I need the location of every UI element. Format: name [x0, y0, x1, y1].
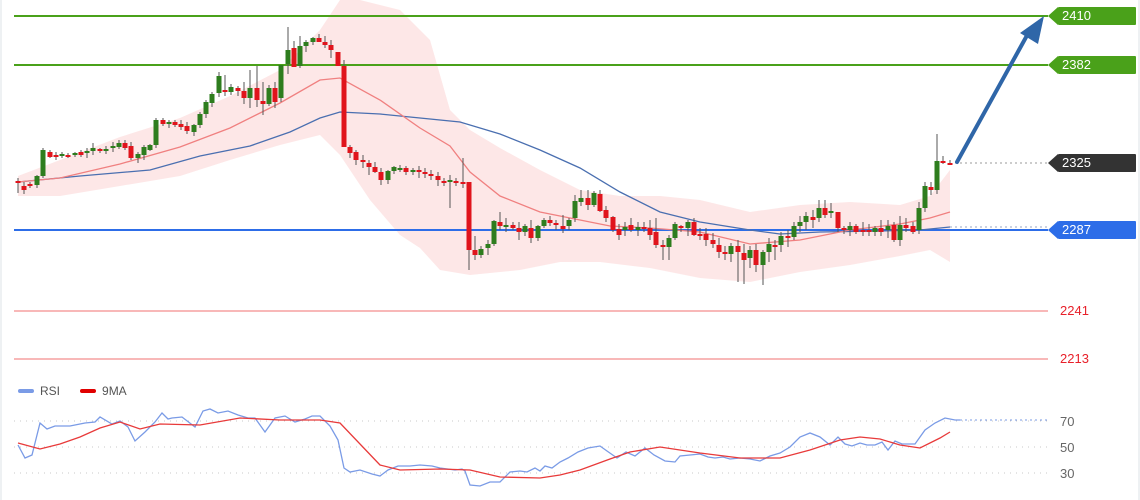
frame-border-right: [1138, 0, 1140, 500]
rsi-tick-50: 50: [1060, 440, 1075, 455]
resistance-2-value: 2410: [1058, 7, 1136, 25]
rsi-tick-30: 30: [1060, 466, 1075, 481]
support-1-label: 2241: [1060, 303, 1089, 318]
support-2-label: 2213: [1060, 351, 1089, 366]
current-price-tag: 2325: [1048, 154, 1136, 172]
bollinger-band: [18, 0, 950, 282]
pivot-value: 2287: [1058, 221, 1136, 239]
rsi-legend: RSI 9MA: [18, 384, 127, 398]
pivot-tag: 2287: [1048, 221, 1136, 239]
rsi-legend-label: RSI: [40, 384, 61, 398]
resistance-1-value: 2382: [1058, 56, 1136, 74]
candlesticks: [15, 27, 953, 285]
rsi-tick-70: 70: [1060, 414, 1075, 429]
ma-swatch-icon: [80, 389, 97, 393]
forecast-arrow-icon: [955, 16, 1044, 164]
current-price-value: 2325: [1058, 154, 1136, 172]
rsi-panel: [14, 408, 1048, 487]
resistance-2-tag: 2410: [1048, 7, 1136, 25]
frame-border-left: [0, 0, 2, 500]
rsi-swatch-icon: [18, 389, 34, 393]
ma-legend-label: 9MA: [102, 384, 127, 398]
resistance-1-tag: 2382: [1048, 56, 1136, 74]
